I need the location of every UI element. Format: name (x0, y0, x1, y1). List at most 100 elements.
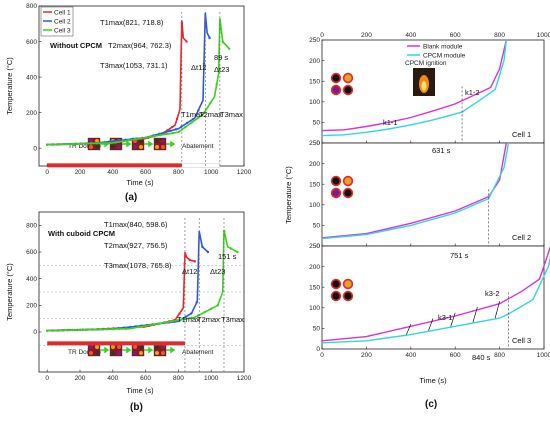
x-tick-label-a-5: 1000 (204, 169, 219, 176)
tr-bar-cell1-b (47, 341, 185, 346)
x-top-tick-label-2: 400 (405, 32, 416, 39)
series-point-a-1-24 (180, 125, 183, 128)
diagram-cell-b-2-3 (139, 351, 143, 355)
annotation-dt23-value-b: 151 s (218, 252, 237, 261)
annotation-t2max-b: T2max(927, 756.5) (104, 241, 168, 250)
series-point-a-2-15 (140, 137, 143, 140)
series-point-a-2-20 (171, 131, 174, 135)
series-point-b-2-10 (111, 327, 115, 331)
panel-b: 0 200 400 600 800 1000 1200 0 200 400 600 800 TR Do… (5, 211, 252, 413)
legend-c: Blank module CPCM module (407, 44, 466, 60)
tr-domino-diagram-b: TR Domino Abatement (68, 343, 214, 357)
annotation-dt23-value-a: 89 s (214, 53, 228, 62)
series-point-a-2-7 (89, 142, 93, 145)
diagram-cell-a-2-1 (139, 139, 143, 143)
x-tick-label-c2-0: 0 (320, 352, 324, 359)
x-tick-label-c2-4: 800 (494, 352, 505, 359)
cell-core-c2-1 (344, 280, 352, 288)
y-tick-label-c2-0: 0 (316, 346, 320, 353)
chart-title-a: Without CPCM (50, 41, 102, 50)
annotation-bar-t3max-b: T3max (221, 315, 244, 324)
y-tick-label-a-1: 200 (26, 110, 37, 117)
x-top-tick-label-1: 200 (361, 32, 372, 39)
series-point-b-1-29 (206, 250, 210, 254)
y-tick-label-a-3: 600 (26, 39, 37, 46)
series-point-b-2-14 (137, 325, 141, 329)
series-point-b-2-1 (52, 329, 55, 332)
series-point-a-2-0 (46, 143, 49, 146)
cell-core-c1-1 (344, 177, 352, 185)
diagram-cell-a-0-0 (89, 139, 93, 143)
x-tick-label-b-5: 1000 (204, 375, 219, 382)
cell-core-c0-2 (332, 86, 340, 94)
series-point-a-2-6 (83, 142, 87, 145)
series-point-a-0-29 (185, 40, 188, 43)
x-top-tick-label-4: 800 (494, 32, 505, 39)
y-tick-label-a-4: 800 (26, 3, 37, 10)
subplot-label-cell3: Cell 3 (512, 336, 531, 345)
y-tick-label-c1-5: 250 (309, 140, 320, 147)
diagram-cell-a-1-2 (111, 145, 115, 149)
y-tick-label-c0-3: 150 (309, 78, 320, 85)
chart-title-b: With cuboid CPCM (48, 229, 115, 238)
series-point-a-2-27 (215, 83, 218, 86)
annotation-t3max-b: T3max(1078, 765.8) (104, 261, 172, 270)
cell-core-c1-3 (344, 189, 352, 197)
series-point-b-2-12 (124, 327, 128, 330)
series-point-b-1-28 (201, 245, 204, 249)
annotation-bar-t3max-a: T3max (220, 110, 243, 119)
series-point-b-2-16 (150, 323, 154, 326)
series-point-a-1-26 (191, 118, 194, 121)
series-point-b-2-8 (98, 328, 101, 331)
diagram-cell-a-3-1 (161, 139, 165, 143)
series-point-a-2-9 (102, 141, 105, 145)
diagram-arrow-a-3 (166, 140, 176, 148)
slope-label-k3-1: k3-1 (438, 313, 453, 322)
y-tick-label-c2-4: 200 (309, 264, 320, 271)
y-tick-label-c2-5: 250 (309, 243, 320, 250)
series-line-c1-1 (321, 142, 510, 240)
series-point-a-2-10 (108, 141, 112, 145)
diagram-cell-b-2-0 (133, 345, 137, 349)
x-tick-label-b-0: 0 (45, 375, 49, 382)
annotation-bar-t1max-b: T1max (177, 315, 200, 324)
marker-label-631: 631 s (432, 146, 451, 155)
y-tick-label-b-3: 600 (26, 249, 37, 256)
diagram-end-label-b: Abatement (182, 349, 214, 356)
series-point-a-1-21 (163, 131, 166, 134)
x-tick-label-a-6: 1200 (237, 169, 252, 176)
series-point-a-2-24 (196, 116, 200, 120)
series-point-b-1-27 (195, 301, 199, 304)
series-point-a-1-22 (169, 129, 172, 133)
diagram-cell-b-0-1 (95, 345, 99, 349)
x-tick-label-a-3: 600 (140, 169, 151, 176)
series-line-c0-1 (321, 39, 507, 137)
series-point-b-2-11 (118, 327, 121, 331)
diagram-cell-b-3-0 (155, 345, 159, 349)
x-top-tick-label-5: 1000 (537, 32, 550, 39)
x-tick-label-c2-5: 1000 (537, 352, 550, 359)
diagram-cell-b-3-3 (161, 351, 165, 355)
x-axis-label-c: Time (s) (419, 376, 447, 385)
series-point-b-2-17 (157, 322, 160, 325)
diagram-cell-b-2-1 (139, 345, 143, 349)
y-tick-label-c0-0: 0 (316, 140, 320, 147)
diagram-cell-b-1-3 (117, 351, 121, 355)
series-line-c2-0 (321, 245, 550, 342)
cell-core-c2-2 (332, 292, 340, 300)
marker-label-751: 751 s (450, 251, 469, 260)
slope-arrow-c2-1 (428, 318, 434, 331)
diagram-arrow-b-0 (100, 346, 110, 354)
y-tick-label-c1-2: 100 (309, 202, 320, 209)
plot-frame-c-cell2 (321, 142, 545, 247)
y-tick-label-c1-0: 0 (316, 243, 320, 250)
diagram-cell-b-2-2 (133, 351, 137, 355)
series-point-a-1-29 (208, 36, 211, 40)
diagram-cell-a-3-3 (161, 145, 165, 149)
x-tick-label-c2-2: 400 (405, 352, 416, 359)
legend-label-blank: Blank module (423, 44, 463, 51)
marker-label-840: 840 s (472, 353, 491, 362)
diagram-cell-b-1-0 (111, 345, 115, 349)
